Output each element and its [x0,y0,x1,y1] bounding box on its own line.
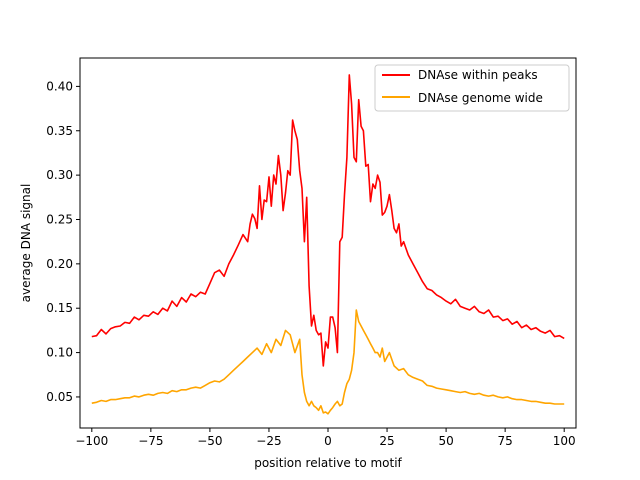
y-axis-label: average DNA signal [19,184,33,303]
x-tick-label: −75 [138,434,163,448]
x-tick-label: −25 [256,434,281,448]
x-tick-label: −100 [75,434,108,448]
series-line-within-peaks [91,74,565,367]
series-line-genome-wide [91,309,565,415]
x-tick-label: 75 [498,434,513,448]
x-tick-label: 100 [553,434,576,448]
x-axis-label: position relative to motif [254,456,402,470]
y-tick-label: 0.30 [46,168,73,182]
y-tick-label: 0.20 [46,257,73,271]
y-tick-label: 0.10 [46,346,73,360]
legend-label-within-peaks: DNAse within peaks [418,68,538,82]
x-tick-label: −50 [197,434,222,448]
y-tick-label: 0.05 [46,390,73,404]
y-tick-label: 0.40 [46,79,73,93]
legend-box [374,64,570,112]
x-tick-label: 50 [438,434,453,448]
legend-label-genome-wide: DNAse genome wide [418,91,543,105]
y-tick-label: 0.25 [46,212,73,226]
x-ticks: −100 −75 −50 −25 0 25 50 75 100 [75,428,576,448]
legend: DNAse within peaks DNAse genome wide [374,64,570,112]
x-tick-label: 25 [379,434,394,448]
y-ticks: 0.05 0.10 0.15 0.20 0.25 0.30 0.35 0.40 [46,79,80,404]
y-tick-label: 0.35 [46,124,73,138]
plot-frame [79,57,577,429]
series-layer [91,74,565,415]
x-tick-label: 0 [324,434,332,448]
y-tick-label: 0.15 [46,301,73,315]
